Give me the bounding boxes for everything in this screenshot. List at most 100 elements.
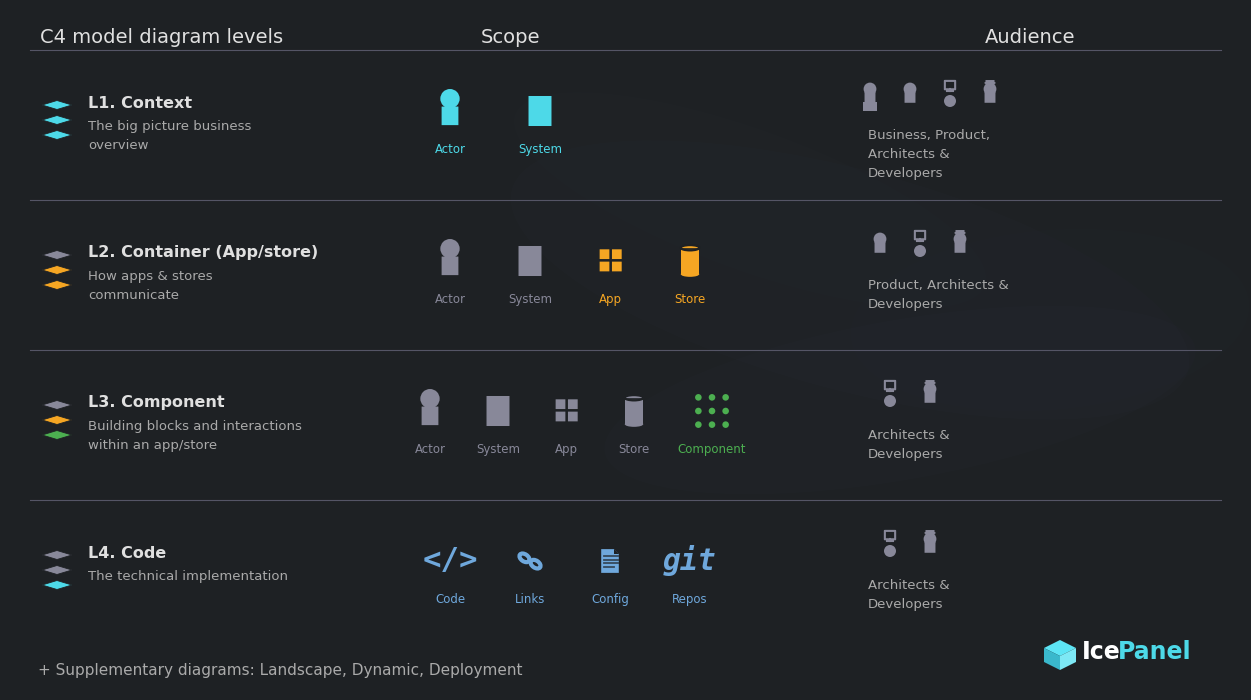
Circle shape [420,389,439,408]
Text: + Supplementary diagrams: Landscape, Dynamic, Deployment: + Supplementary diagrams: Landscape, Dyn… [38,663,523,678]
Text: C4 model diagram levels: C4 model diagram levels [40,28,283,47]
FancyBboxPatch shape [904,92,916,103]
Ellipse shape [924,382,936,384]
FancyBboxPatch shape [555,412,565,421]
Polygon shape [43,566,73,575]
Circle shape [873,232,887,246]
Text: System: System [518,143,562,156]
FancyBboxPatch shape [555,399,565,409]
FancyBboxPatch shape [599,249,609,259]
Circle shape [722,394,729,400]
FancyBboxPatch shape [568,399,578,409]
Text: The technical implementation: The technical implementation [88,570,288,583]
Circle shape [923,383,937,395]
Text: App: App [554,443,578,456]
Polygon shape [43,101,73,109]
Circle shape [440,239,459,258]
FancyBboxPatch shape [612,249,622,259]
Text: Repos: Repos [672,593,708,606]
Circle shape [722,407,729,414]
FancyBboxPatch shape [599,262,609,272]
FancyBboxPatch shape [986,80,995,85]
FancyBboxPatch shape [487,396,509,426]
FancyBboxPatch shape [926,380,934,384]
Text: Store: Store [618,443,649,456]
Circle shape [722,421,729,428]
FancyBboxPatch shape [874,241,886,253]
Circle shape [914,245,926,257]
Text: git: git [663,545,717,577]
Circle shape [983,83,996,95]
Text: Actor: Actor [434,143,465,156]
Text: Component: Component [678,443,747,456]
Ellipse shape [624,421,643,427]
Ellipse shape [514,92,986,308]
FancyBboxPatch shape [612,262,622,272]
Ellipse shape [681,272,699,276]
Text: Product, Architects &
Developers: Product, Architects & Developers [868,279,1008,311]
Polygon shape [614,549,619,554]
Text: App: App [598,293,622,306]
FancyBboxPatch shape [568,412,578,421]
Circle shape [945,95,956,107]
Text: Scope: Scope [480,28,539,47]
FancyBboxPatch shape [926,530,934,535]
Bar [624,398,643,424]
Circle shape [440,89,459,108]
Polygon shape [43,251,73,260]
Text: L2. Container (App/store): L2. Container (App/store) [88,246,318,260]
Polygon shape [43,416,73,424]
FancyBboxPatch shape [924,542,936,553]
Text: L1. Context: L1. Context [88,95,193,111]
Polygon shape [43,265,73,274]
Polygon shape [43,116,73,125]
Text: Actor: Actor [414,443,445,456]
FancyBboxPatch shape [956,230,965,235]
Circle shape [953,232,967,246]
Ellipse shape [681,245,699,251]
Text: The big picture business
overview: The big picture business overview [88,120,251,152]
Circle shape [696,407,702,414]
Circle shape [884,395,896,407]
FancyBboxPatch shape [924,391,936,402]
Polygon shape [43,580,73,589]
FancyBboxPatch shape [442,257,458,275]
Circle shape [696,394,702,400]
Text: </>: </> [423,547,478,575]
Circle shape [863,83,877,95]
Polygon shape [1045,648,1060,670]
Ellipse shape [924,531,936,535]
Polygon shape [602,549,619,573]
FancyBboxPatch shape [985,92,996,103]
Polygon shape [43,550,73,559]
Polygon shape [1045,640,1076,656]
Text: Business, Product,
Architects &
Developers: Business, Product, Architects & Develope… [868,129,990,180]
Polygon shape [43,430,73,440]
Polygon shape [43,130,73,139]
FancyBboxPatch shape [864,92,876,103]
Circle shape [709,407,716,414]
Ellipse shape [851,229,1250,412]
Text: Architects &
Developers: Architects & Developers [868,429,950,461]
Text: Links: Links [515,593,545,606]
Circle shape [884,545,896,557]
Ellipse shape [624,395,643,400]
Circle shape [696,421,702,428]
Text: Panel: Panel [1118,640,1192,664]
Text: Architects &
Developers: Architects & Developers [868,579,950,611]
Circle shape [923,533,937,545]
FancyBboxPatch shape [528,96,552,126]
Bar [863,102,877,111]
Text: Store: Store [674,293,706,306]
Polygon shape [1060,648,1076,670]
Polygon shape [43,281,73,290]
Ellipse shape [985,81,996,85]
FancyBboxPatch shape [955,241,966,253]
Circle shape [903,83,917,95]
Ellipse shape [604,305,1196,494]
Ellipse shape [955,231,966,234]
Text: Audience: Audience [985,28,1076,47]
Text: L3. Component: L3. Component [88,395,225,410]
Text: System: System [508,293,552,306]
Text: System: System [475,443,520,456]
